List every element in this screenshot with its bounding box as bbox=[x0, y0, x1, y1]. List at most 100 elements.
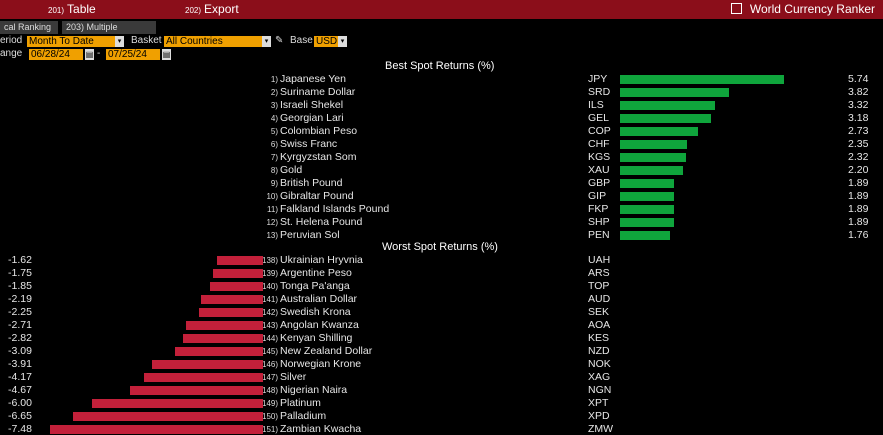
worst-currency: 142) Swedish Krona bbox=[262, 306, 351, 318]
table-button-number: 201) bbox=[48, 6, 65, 15]
best-bar bbox=[620, 127, 698, 136]
worst-rank: 151) bbox=[262, 425, 279, 434]
best-rank: 11) bbox=[267, 205, 278, 214]
range-label: ange bbox=[0, 48, 23, 59]
best-rank: 6) bbox=[270, 140, 278, 149]
best-code: COP bbox=[588, 125, 611, 137]
best-rank: 4) bbox=[270, 114, 278, 123]
best-code: ILS bbox=[588, 99, 604, 111]
best-currency: 8) Gold bbox=[262, 164, 302, 176]
best-value: 1.89 bbox=[848, 177, 869, 189]
best-currency: 7) Kyrgyzstan Som bbox=[262, 151, 357, 163]
best-value: 2.20 bbox=[848, 164, 869, 176]
best-currency-name: Swiss Franc bbox=[280, 138, 338, 150]
best-returns-title: Best Spot Returns (%) bbox=[385, 60, 495, 72]
export-button-number: 202) bbox=[185, 6, 202, 15]
export-button-label: Export bbox=[204, 2, 239, 16]
base-select[interactable]: USD ▾ bbox=[314, 36, 347, 47]
worst-code: AUD bbox=[588, 293, 611, 305]
calendar-icon[interactable]: ▤ bbox=[85, 49, 94, 60]
worst-currency-name: Tonga Pa'anga bbox=[280, 280, 350, 292]
best-bar bbox=[620, 205, 674, 214]
best-currency: 12) St. Helena Pound bbox=[262, 216, 362, 228]
best-value: 3.18 bbox=[848, 112, 869, 124]
worst-rank: 143) bbox=[262, 321, 279, 330]
start-date-field[interactable]: 06/28/24 bbox=[29, 49, 83, 60]
worst-bar bbox=[183, 334, 263, 343]
best-value: 3.32 bbox=[848, 99, 869, 111]
best-value: 1.76 bbox=[848, 229, 869, 241]
worst-rank: 142) bbox=[262, 308, 279, 317]
worst-rank: 147) bbox=[262, 373, 279, 382]
pencil-icon[interactable]: ✎ bbox=[275, 35, 284, 46]
best-value: 5.74 bbox=[848, 73, 869, 85]
worst-bar bbox=[186, 321, 263, 330]
best-currency-name: Georgian Lari bbox=[280, 112, 344, 124]
window-title: World Currency Ranker bbox=[730, 2, 875, 16]
base-label: Base bbox=[290, 35, 313, 46]
chevron-down-icon[interactable]: ▾ bbox=[338, 36, 347, 47]
best-code: KGS bbox=[588, 151, 611, 163]
calendar-icon[interactable]: ▤ bbox=[162, 49, 171, 60]
best-bar bbox=[620, 101, 715, 110]
worst-rank: 139) bbox=[262, 269, 279, 278]
best-bar bbox=[620, 75, 784, 84]
worst-currency: 147) Silver bbox=[262, 371, 306, 383]
worst-rank: 140) bbox=[262, 282, 279, 291]
external-link-icon[interactable] bbox=[730, 3, 742, 14]
best-rank: 13) bbox=[266, 231, 278, 240]
worst-currency-name: Silver bbox=[280, 371, 307, 383]
best-rank: 2) bbox=[270, 88, 278, 97]
tab-multiple-ranking[interactable]: 203) Multiple Ranking bbox=[62, 21, 156, 45]
best-rank: 10) bbox=[266, 192, 278, 201]
worst-code: KES bbox=[588, 332, 610, 344]
best-currency: 3) Israeli Shekel bbox=[262, 99, 343, 111]
best-code: SHP bbox=[588, 216, 610, 228]
end-date-field[interactable]: 07/25/24 bbox=[106, 49, 160, 60]
best-currency: 5) Colombian Peso bbox=[262, 125, 357, 137]
worst-currency: 151) Zambian Kwacha bbox=[262, 423, 361, 435]
best-value: 1.89 bbox=[848, 190, 869, 202]
worst-rank: 145) bbox=[262, 347, 279, 356]
worst-value: -4.67 bbox=[8, 384, 32, 396]
worst-bar bbox=[130, 386, 263, 395]
table-button[interactable]: 201) Table bbox=[48, 2, 96, 16]
worst-code: TOP bbox=[588, 280, 610, 292]
period-select[interactable]: Month To Date ▾ bbox=[27, 36, 124, 47]
best-code: SRD bbox=[588, 86, 611, 98]
worst-code: NOK bbox=[588, 358, 611, 370]
worst-code: UAH bbox=[588, 254, 611, 266]
worst-bar bbox=[213, 269, 263, 278]
best-value: 1.89 bbox=[848, 203, 869, 215]
chevron-down-icon[interactable]: ▾ bbox=[262, 36, 271, 47]
worst-rank: 141) bbox=[262, 295, 279, 304]
worst-value: -2.19 bbox=[8, 293, 32, 305]
best-rank: 12) bbox=[266, 218, 278, 227]
best-code: FKP bbox=[588, 203, 609, 215]
app-title: World Currency Ranker bbox=[749, 2, 875, 16]
worst-bar bbox=[144, 373, 263, 382]
worst-value: -2.25 bbox=[8, 306, 32, 318]
worst-value: -1.75 bbox=[8, 267, 32, 279]
table-button-label: Table bbox=[67, 2, 96, 16]
best-currency-name: Gibraltar Pound bbox=[280, 190, 354, 202]
best-code: GIP bbox=[588, 190, 607, 202]
worst-bar bbox=[50, 425, 263, 434]
chevron-down-icon[interactable]: ▾ bbox=[115, 36, 124, 47]
best-bar bbox=[620, 114, 711, 123]
worst-currency: 139) Argentine Peso bbox=[262, 267, 352, 279]
tab-local-ranking[interactable]: cal Ranking bbox=[0, 21, 58, 34]
worst-bar bbox=[199, 308, 263, 317]
worst-bar bbox=[217, 256, 263, 265]
export-button[interactable]: 202) Export bbox=[185, 2, 239, 16]
best-currency: 13) Peruvian Sol bbox=[262, 229, 339, 241]
best-bar bbox=[620, 192, 674, 201]
best-bar bbox=[620, 140, 687, 149]
period-value: Month To Date bbox=[29, 36, 94, 47]
worst-bar bbox=[201, 295, 263, 304]
worst-rank: 148) bbox=[262, 386, 279, 395]
worst-value: -6.00 bbox=[8, 397, 32, 409]
worst-value: -7.48 bbox=[8, 423, 32, 435]
worst-rank: 138) bbox=[262, 256, 279, 265]
basket-select[interactable]: All Countries ▾ bbox=[164, 36, 271, 47]
